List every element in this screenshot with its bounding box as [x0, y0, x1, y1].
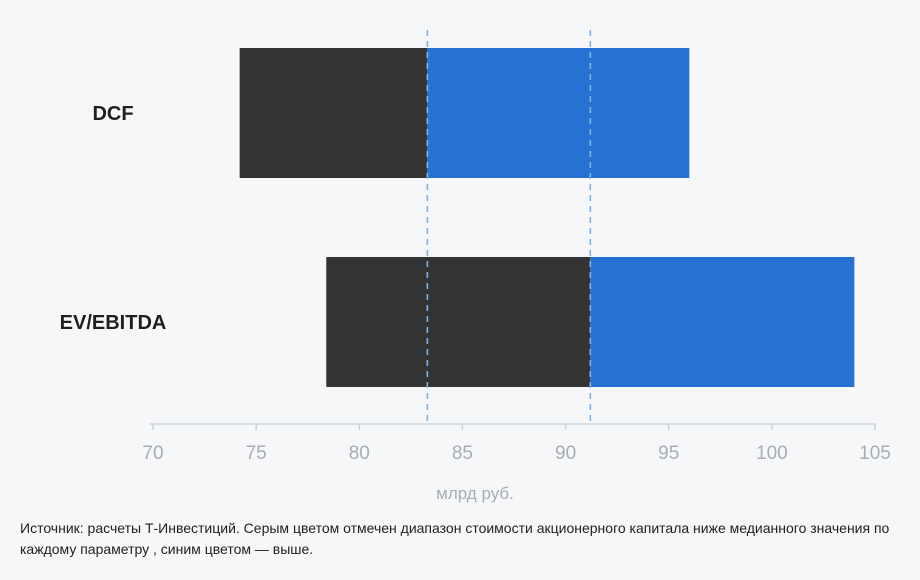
bars-group [239, 48, 855, 387]
x-tick-label: 75 [246, 443, 267, 464]
valuation-range-chart: 70 75 80 85 90 95 100 105 DCF EV/EBITDA млрд руб… [60, 30, 891, 503]
bar-ev-ebitda-above-median [590, 257, 855, 387]
x-tick-label: 85 [452, 443, 473, 464]
x-ticks-group: 70 75 80 85 90 95 100 105 [142, 424, 891, 464]
x-tick-label: 80 [349, 443, 370, 464]
x-tick-label: 90 [555, 443, 576, 464]
x-axis-title: млрд руб. [436, 484, 514, 503]
x-tick-label: 100 [756, 443, 788, 464]
category-label: EV/EBITDA [60, 312, 167, 334]
x-tick-label: 70 [142, 443, 163, 464]
bar-dcf-below-median [239, 48, 428, 178]
bar-dcf-above-median [427, 48, 690, 178]
x-tick-label: 105 [859, 443, 891, 464]
source-footnote: Источник: расчеты Т-Инвестиций. Серым цв… [20, 520, 890, 557]
category-label: DCF [92, 103, 133, 125]
category-labels-group: DCF EV/EBITDA [60, 103, 167, 334]
bar-ev-ebitda-below-median [326, 257, 591, 387]
x-tick-label: 95 [658, 443, 679, 464]
